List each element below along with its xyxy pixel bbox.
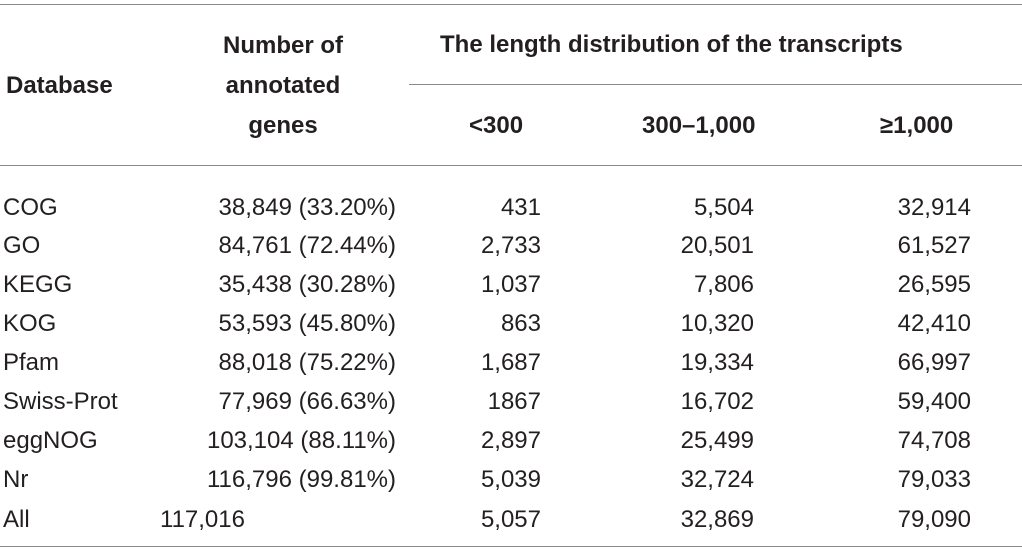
cell-300-1000: 19,334 — [680, 349, 754, 376]
cell-gte1000: 61,527 — [897, 232, 971, 259]
cell-lt300: 431 — [500, 194, 541, 221]
cell-database: GO — [3, 232, 41, 259]
cell-annotated: 103,104 (88.11%) — [206, 427, 396, 454]
cell-300-1000: 20,501 — [680, 232, 754, 259]
cell-database: KEGG — [3, 271, 73, 298]
cell-gte1000: 26,595 — [897, 271, 971, 298]
header-annotated-line2: annotated — [225, 72, 341, 99]
table-row: KEGG 35,438 (30.28%) 1,037 7,806 26,595 — [0, 267, 1022, 302]
cell-300-1000: 5,504 — [693, 194, 754, 221]
cell-database: Pfam — [3, 349, 60, 376]
cell-lt300: 1867 — [487, 388, 541, 415]
cell-database: eggNOG — [3, 427, 98, 454]
cell-database: Nr — [3, 466, 29, 493]
cell-database: All — [3, 506, 30, 533]
cell-lt300: 5,039 — [480, 466, 541, 493]
cell-database: COG — [3, 194, 58, 221]
header-annotated-line3: genes — [248, 112, 318, 139]
cell-annotated: 117,016 — [160, 506, 245, 533]
cell-300-1000: 25,499 — [680, 427, 754, 454]
table-row: Nr 116,796 (99.81%) 5,039 32,724 79,033 — [0, 462, 1022, 497]
header-bottom-rule — [0, 165, 1022, 166]
table-row: All 117,016 5,057 32,869 79,090 — [0, 502, 1022, 537]
cell-annotated: 116,796 (99.81%) — [206, 466, 396, 493]
header-300-1000: 300–1,000 — [642, 112, 756, 139]
table-row: COG 38,849 (33.20%) 431 5,504 32,914 — [0, 190, 1022, 225]
cell-annotated: 88,018 (75.22%) — [218, 349, 396, 376]
header-database: Database — [6, 72, 113, 99]
cell-gte1000: 66,997 — [897, 349, 971, 376]
cell-annotated: 77,969 (66.63%) — [218, 388, 396, 415]
cell-lt300: 863 — [500, 310, 541, 337]
cell-lt300: 5,057 — [480, 506, 541, 533]
table-row: KOG 53,593 (45.80%) 863 10,320 42,410 — [0, 306, 1022, 341]
header-annotated-line1: Number of — [223, 32, 343, 59]
cell-annotated: 38,849 (33.20%) — [218, 194, 396, 221]
table-row: GO 84,761 (72.44%) 2,733 20,501 61,527 — [0, 228, 1022, 263]
cell-lt300: 1,037 — [480, 271, 541, 298]
table-row: eggNOG 103,104 (88.11%) 2,897 25,499 74,… — [0, 423, 1022, 458]
cell-lt300: 1,687 — [480, 349, 541, 376]
cell-lt300: 2,897 — [480, 427, 541, 454]
header-length-distribution: The length distribution of the transcrip… — [440, 31, 903, 58]
table-top-rule — [0, 4, 1022, 5]
table-row: Pfam 88,018 (75.22%) 1,687 19,334 66,997 — [0, 345, 1022, 380]
header-group-rule — [409, 84, 1022, 85]
cell-gte1000: 42,410 — [897, 310, 971, 337]
header-gte1000: ≥1,000 — [880, 112, 954, 139]
cell-annotated: 53,593 (45.80%) — [218, 310, 396, 337]
cell-database: KOG — [3, 310, 57, 337]
cell-gte1000: 59,400 — [897, 388, 971, 415]
cell-annotated: 35,438 (30.28%) — [218, 271, 396, 298]
cell-database: Swiss-Prot — [3, 388, 118, 415]
table-bottom-rule — [0, 546, 1022, 547]
cell-300-1000: 10,320 — [680, 310, 754, 337]
cell-gte1000: 79,033 — [897, 466, 971, 493]
cell-300-1000: 32,724 — [680, 466, 754, 493]
cell-300-1000: 32,869 — [680, 506, 754, 533]
cell-300-1000: 7,806 — [693, 271, 754, 298]
cell-gte1000: 32,914 — [897, 194, 971, 221]
cell-lt300: 2,733 — [480, 232, 541, 259]
header-lt300: <300 — [469, 112, 524, 139]
cell-300-1000: 16,702 — [680, 388, 754, 415]
cell-annotated: 84,761 (72.44%) — [218, 232, 396, 259]
table-row: Swiss-Prot 77,969 (66.63%) 1867 16,702 5… — [0, 384, 1022, 419]
cell-gte1000: 79,090 — [897, 506, 971, 533]
cell-gte1000: 74,708 — [897, 427, 971, 454]
